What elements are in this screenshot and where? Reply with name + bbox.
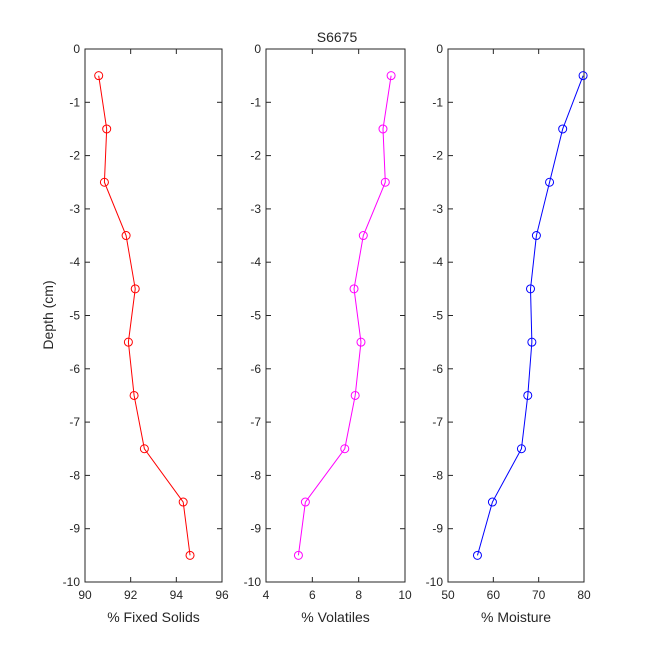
- y-tick-label: -2: [250, 149, 261, 163]
- y-tick-label: -8: [250, 468, 261, 482]
- x-tick-label: 8: [355, 588, 362, 602]
- panel-2: 0 -1 -2 -3 -4 -5 -6 -7 -8 -9 -104 6 8 10 % Volatiles: [244, 42, 412, 625]
- data-point: [178, 497, 188, 507]
- x-tick-label: 90: [78, 588, 92, 602]
- data-point: [472, 550, 482, 560]
- y-tick-label: -5: [250, 309, 261, 323]
- x-tick-label: 70: [532, 588, 546, 602]
- data-point: [99, 177, 109, 187]
- y-tick-label: -6: [69, 362, 80, 376]
- y-tick-label: -3: [69, 202, 80, 216]
- x-tick-label: 4: [263, 588, 270, 602]
- x-tick-label: 80: [577, 588, 591, 602]
- y-tick-label: -7: [69, 415, 80, 429]
- data-point: [545, 177, 555, 187]
- y-tick-label: -8: [69, 468, 80, 482]
- series-line: [476, 75, 584, 556]
- y-axis-label: Depth (cm): [40, 280, 56, 349]
- data-point: [340, 444, 350, 454]
- y-tick-label: 0: [254, 42, 261, 56]
- data-point: [300, 497, 310, 507]
- y-tick-label: -8: [432, 468, 443, 482]
- data-point: [380, 177, 390, 187]
- y-tick-label: -5: [69, 309, 80, 323]
- plot-area: [447, 48, 585, 583]
- y-tick-label: -9: [250, 522, 261, 536]
- data-point: [349, 284, 359, 294]
- y-tick-label: -4: [69, 255, 80, 269]
- data-point: [523, 390, 533, 400]
- y-tick-label: -5: [432, 309, 443, 323]
- data-point: [185, 550, 195, 560]
- y-tick-label: 0: [436, 42, 443, 56]
- plot-area: [265, 48, 406, 583]
- x-tick-label: 60: [487, 588, 501, 602]
- data-point: [293, 550, 303, 560]
- data-point: [378, 124, 388, 134]
- data-point: [356, 337, 366, 347]
- y-tick-label: -10: [63, 575, 81, 589]
- y-tick-label: -3: [432, 202, 443, 216]
- y-tick-label: -3: [250, 202, 261, 216]
- data-point: [527, 337, 537, 347]
- data-point: [350, 390, 360, 400]
- y-tick-label: -10: [426, 575, 444, 589]
- y-tick-label: 0: [73, 42, 80, 56]
- data-point: [578, 71, 588, 81]
- data-point: [386, 71, 396, 81]
- data-point: [123, 337, 133, 347]
- data-point: [487, 497, 497, 507]
- y-tick-label: -9: [432, 522, 443, 536]
- y-tick-label: -4: [250, 255, 261, 269]
- y-tick-label: -1: [250, 95, 261, 109]
- x-tick-label: 50: [441, 588, 455, 602]
- y-tick-label: -10: [244, 575, 262, 589]
- y-tick-label: -9: [69, 522, 80, 536]
- x-axis-label: % Volatiles: [301, 609, 369, 625]
- data-point: [121, 231, 131, 241]
- data-point: [139, 444, 149, 454]
- y-tick-label: -7: [250, 415, 261, 429]
- data-point: [358, 231, 368, 241]
- data-point: [94, 71, 104, 81]
- data-point: [526, 284, 536, 294]
- x-tick-label: 96: [215, 588, 229, 602]
- data-point: [558, 124, 568, 134]
- data-point: [130, 284, 140, 294]
- series-line: [297, 75, 392, 556]
- data-point: [129, 390, 139, 400]
- plot-area: [84, 48, 223, 583]
- data-point: [531, 231, 541, 241]
- x-tick-label: 94: [170, 588, 184, 602]
- y-tick-label: -2: [432, 149, 443, 163]
- x-tick-label: 10: [398, 588, 412, 602]
- y-tick-label: -6: [250, 362, 261, 376]
- x-axis-label: % Fixed Solids: [107, 609, 200, 625]
- y-tick-label: -6: [432, 362, 443, 376]
- chart-title: S6675: [317, 29, 358, 45]
- y-tick-label: -1: [69, 95, 80, 109]
- x-tick-label: 92: [124, 588, 138, 602]
- y-tick-label: -4: [432, 255, 443, 269]
- y-tick-label: -2: [69, 149, 80, 163]
- data-point: [102, 124, 112, 134]
- series-line: [98, 75, 191, 556]
- x-axis-label: % Moisture: [481, 609, 551, 625]
- y-tick-label: -7: [432, 415, 443, 429]
- y-tick-label: -1: [432, 95, 443, 109]
- x-tick-label: 6: [309, 588, 316, 602]
- data-point: [516, 444, 526, 454]
